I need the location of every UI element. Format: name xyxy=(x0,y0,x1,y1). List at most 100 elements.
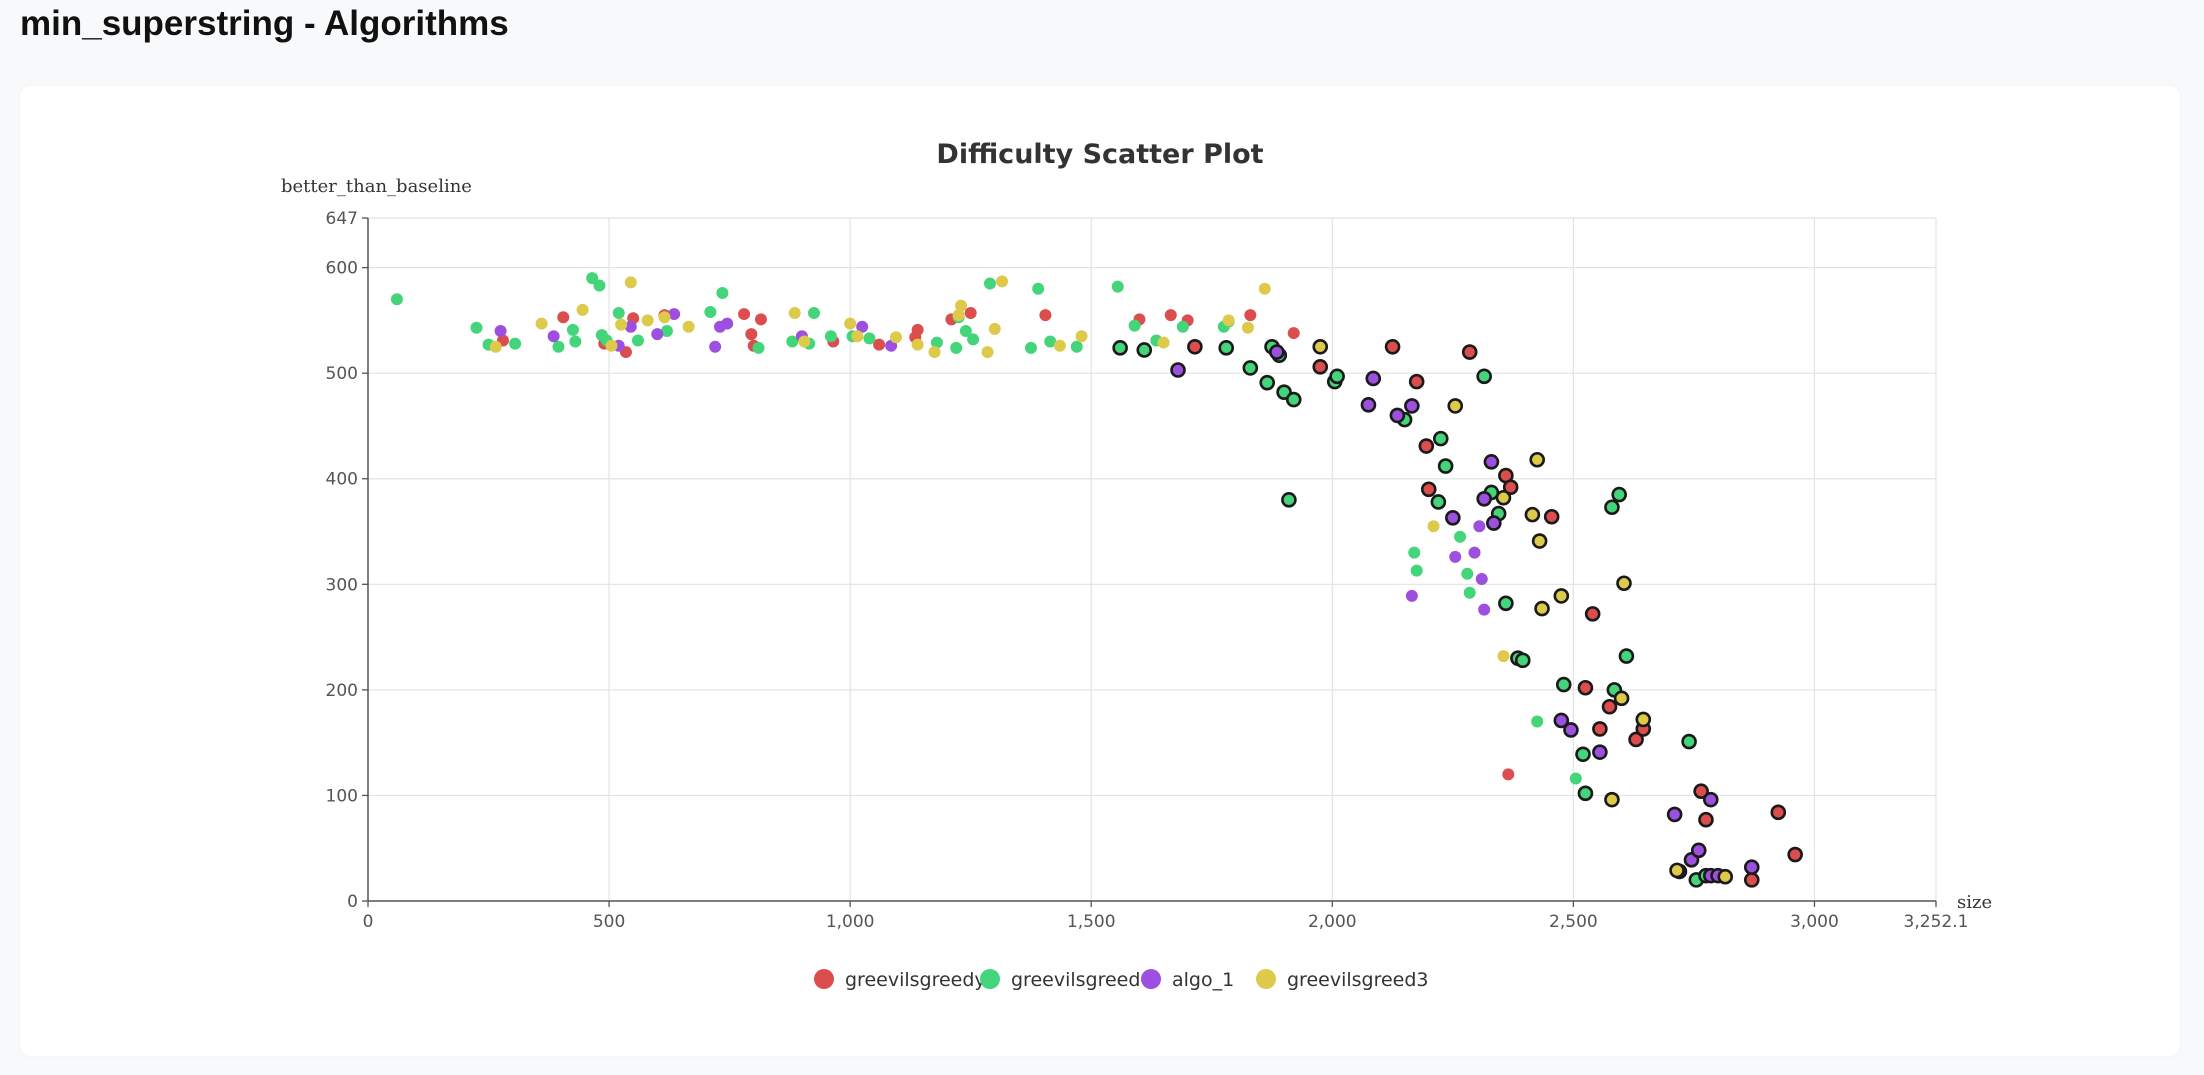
data-point[interactable] xyxy=(1044,335,1057,348)
data-point-outlined[interactable] xyxy=(1360,397,1377,413)
data-point[interactable] xyxy=(959,324,972,337)
legend-item-algo_1[interactable]: algo_1 xyxy=(1141,969,1234,991)
data-point-outlined[interactable] xyxy=(1445,510,1461,526)
data-point-outlined[interactable] xyxy=(1285,391,1302,408)
data-point-outlined[interactable] xyxy=(1384,338,1401,355)
data-point-outlined[interactable] xyxy=(1432,430,1449,447)
data-point-outlined[interactable] xyxy=(1495,489,1512,506)
data-point[interactable] xyxy=(1024,341,1037,354)
data-point[interactable] xyxy=(983,277,996,290)
data-point-outlined[interactable] xyxy=(1618,648,1635,664)
data-point-outlined[interactable] xyxy=(1187,338,1203,355)
data-point-outlined[interactable] xyxy=(1604,791,1620,808)
data-point-outlined[interactable] xyxy=(1693,783,1709,800)
data-point-outlined[interactable] xyxy=(1628,731,1644,748)
data-point[interactable] xyxy=(928,346,941,359)
data-point[interactable] xyxy=(593,279,606,292)
data-point-outlined[interactable] xyxy=(1312,338,1329,355)
data-point[interactable] xyxy=(1244,309,1257,322)
data-point[interactable] xyxy=(489,340,502,353)
data-point-outlined[interactable] xyxy=(1553,588,1570,604)
data-point[interactable] xyxy=(1473,520,1486,533)
data-point-outlined[interactable] xyxy=(1743,859,1760,876)
data-point-outlined[interactable] xyxy=(1420,481,1437,498)
data-point[interactable] xyxy=(1475,573,1488,586)
data-point[interactable] xyxy=(856,320,869,333)
data-point-outlined[interactable] xyxy=(1743,872,1760,888)
data-point[interactable] xyxy=(1531,715,1544,728)
data-point[interactable] xyxy=(1032,282,1045,295)
data-point[interactable] xyxy=(964,307,977,320)
data-point-outlined[interactable] xyxy=(1555,676,1572,693)
data-point-outlined[interactable] xyxy=(1592,744,1608,760)
data-point-outlined[interactable] xyxy=(1611,486,1627,503)
data-point[interactable] xyxy=(660,324,673,337)
data-point-outlined[interactable] xyxy=(1601,698,1618,715)
data-point-outlined[interactable] xyxy=(1514,652,1531,669)
data-point-outlined[interactable] xyxy=(1690,842,1707,859)
data-point-outlined[interactable] xyxy=(1702,791,1719,808)
data-point[interactable] xyxy=(889,331,902,344)
data-point-outlined[interactable] xyxy=(1563,722,1579,738)
data-point[interactable] xyxy=(586,272,599,285)
data-point-outlined[interactable] xyxy=(1312,359,1329,375)
data-point-outlined[interactable] xyxy=(1389,407,1406,424)
data-point-outlined[interactable] xyxy=(1269,344,1285,360)
data-point-outlined[interactable] xyxy=(1281,492,1297,508)
legend[interactable]: greevilsgreedy greevilsgreed algo_1 greevil… xyxy=(814,969,1429,991)
data-point-outlined[interactable] xyxy=(1408,373,1425,390)
data-point[interactable] xyxy=(930,336,943,349)
data-point-outlined[interactable] xyxy=(1242,360,1259,376)
data-point-outlined[interactable] xyxy=(1669,862,1685,879)
legend-item-greevilsgreed3[interactable]: greevilsgreed3 xyxy=(1256,969,1429,991)
data-point-outlined[interactable] xyxy=(1404,398,1420,414)
data-point[interactable] xyxy=(786,335,799,348)
data-point-outlined[interactable] xyxy=(1483,454,1500,470)
data-point[interactable] xyxy=(1222,314,1235,327)
data-point[interactable] xyxy=(996,275,1009,288)
data-point-outlined[interactable] xyxy=(1717,868,1734,885)
data-point[interactable] xyxy=(658,311,671,324)
data-point[interactable] xyxy=(641,314,654,327)
data-point[interactable] xyxy=(950,341,963,354)
data-point-outlined[interactable] xyxy=(1770,804,1787,821)
data-point-outlined[interactable] xyxy=(1461,344,1478,360)
legend-item-greevilsgreedy[interactable]: greevilsgreedy xyxy=(814,969,986,991)
data-point[interactable] xyxy=(788,307,801,320)
data-point[interactable] xyxy=(851,330,864,343)
data-point[interactable] xyxy=(709,340,722,353)
data-point-outlined[interactable] xyxy=(1498,595,1514,612)
data-point[interactable] xyxy=(1449,550,1462,563)
data-point-outlined[interactable] xyxy=(1613,690,1630,707)
data-point-outlined[interactable] xyxy=(1365,370,1382,387)
data-point[interactable] xyxy=(1176,320,1189,333)
data-point-outlined[interactable] xyxy=(1575,746,1591,763)
data-point[interactable] xyxy=(981,346,994,359)
data-point[interactable] xyxy=(1463,586,1476,599)
data-point[interactable] xyxy=(1569,772,1582,785)
data-point[interactable] xyxy=(547,330,560,343)
data-point[interactable] xyxy=(682,320,695,333)
data-point-outlined[interactable] xyxy=(1553,712,1570,729)
data-point[interactable] xyxy=(1111,280,1124,293)
data-point-outlined[interactable] xyxy=(1698,811,1714,828)
data-point-outlined[interactable] xyxy=(1577,679,1594,696)
data-point[interactable] xyxy=(509,337,522,350)
data-point[interactable] xyxy=(1405,589,1418,602)
data-point[interactable] xyxy=(624,276,637,289)
data-point[interactable] xyxy=(624,320,637,333)
data-point[interactable] xyxy=(716,286,729,299)
data-point[interactable] xyxy=(612,307,625,320)
data-point[interactable] xyxy=(552,340,565,353)
data-point[interactable] xyxy=(615,318,628,331)
data-point[interactable] xyxy=(1497,650,1510,663)
data-point-outlined[interactable] xyxy=(1681,733,1697,750)
data-point[interactable] xyxy=(576,303,589,316)
data-point[interactable] xyxy=(1053,339,1066,352)
data-point[interactable] xyxy=(952,309,965,322)
data-point[interactable] xyxy=(1502,768,1515,781)
data-point-outlined[interactable] xyxy=(1486,515,1502,531)
data-point[interactable] xyxy=(807,307,820,320)
data-point[interactable] xyxy=(754,313,767,326)
data-point[interactable] xyxy=(911,338,924,351)
